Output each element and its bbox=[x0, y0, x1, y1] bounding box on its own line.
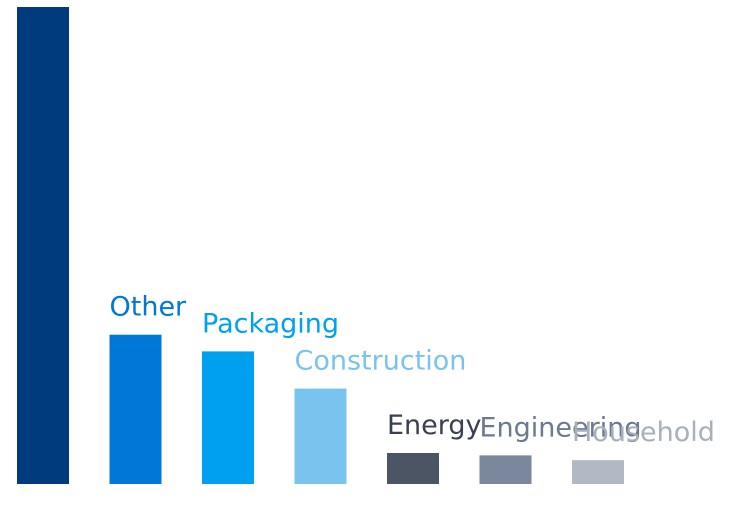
bar-engineering bbox=[479, 455, 532, 484]
bar-label-construction: Construction bbox=[295, 346, 467, 377]
bar-other bbox=[109, 334, 162, 484]
bar-packaging bbox=[202, 351, 254, 484]
bar-label-packaging: Packaging bbox=[202, 308, 339, 339]
bar-energy bbox=[387, 452, 439, 484]
bar-label-energy: Energy bbox=[387, 410, 482, 441]
bar-household bbox=[572, 460, 624, 484]
bar-label-household: Household bbox=[572, 417, 715, 448]
bar-label-other: Other bbox=[110, 292, 188, 323]
bar-label-engineering: Engineering bbox=[480, 412, 642, 443]
bar-construction bbox=[294, 388, 347, 484]
bar-bar-0 bbox=[17, 7, 69, 484]
